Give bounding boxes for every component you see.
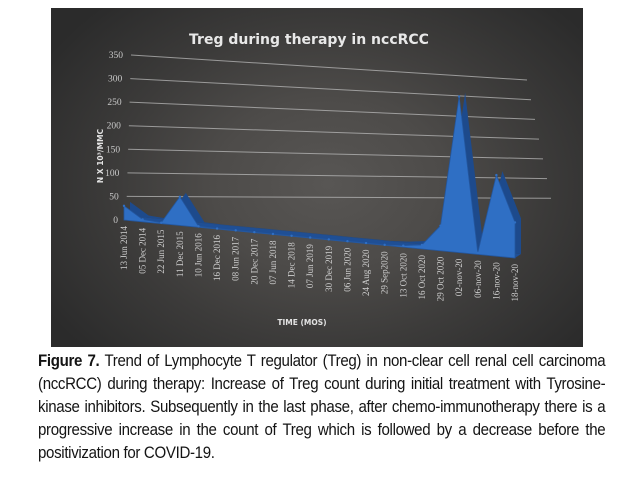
data-point [253,230,256,234]
caption-text: Trend of Lymphocyte T regulator (Treg) i… [38,352,606,462]
data-point [457,95,461,98]
data-point [346,240,349,243]
chart-title: Treg during therapy in nccRCC [189,32,429,48]
gridline-200 [128,125,540,140]
data-point [308,236,312,239]
data-point [495,173,498,177]
x-tick-label: 30 Dec 2019 [324,245,334,291]
x-tick-label: 07 Jun 2018 [268,240,278,285]
y-tick-label: 350 [109,51,124,61]
data-point [141,218,144,221]
x-tick-label: 08 Jun 2017 [231,236,241,281]
data-point [215,227,219,230]
y-tick-label: 100 [105,169,120,179]
x-tick-label: 29 Oct 2020 [436,256,446,301]
data-point [420,243,424,247]
data-point [402,244,405,247]
data-point [513,221,517,224]
data-point [122,204,126,208]
chart-panel: Treg during therapy in nccRCC 0 50 100 150 2… [51,8,583,347]
x-tick-label: 16 Dec 2016 [212,235,222,281]
gridline-300 [130,78,532,101]
x-tick-label: 13 Jun 2014 [119,226,129,271]
x-tick-label: 16-nov-20 [491,262,501,300]
x-tick-label: 22 Jun 2015 [156,229,166,274]
x-tick-label: 06-nov-20 [473,260,483,298]
data-point [476,251,479,255]
y-tick-labels: 0 50 100 150 200 250 300 350 [105,51,123,226]
x-tick-label: 05 Dec 2014 [138,227,148,273]
y-tick-label: 50 [109,192,119,202]
caption-label: Figure 7. [38,352,100,370]
gridline-100 [127,172,548,180]
x-tick-label: 07 Jun 2019 [305,244,315,289]
chart-svg: Treg during therapy in nccRCC 0 50 100 150 2… [96,32,552,327]
data-point [364,241,368,245]
x-tick-label: 13 Oct 2020 [398,253,408,298]
area-series [122,92,521,259]
gridline-50 [126,195,552,199]
gridlines [126,54,552,199]
y-axis-label: N X 10³/MMC [96,128,105,183]
x-tick-label: 02-nov-20 [454,258,464,296]
x-tick-label: 10 Jun 2016 [193,233,203,278]
data-point [383,243,386,247]
x-tick-label: 06 Jun 2020 [342,247,352,292]
data-point [439,224,442,227]
data-point [327,238,331,241]
y-tick-label: 0 [113,216,118,226]
gridline-250 [129,101,536,120]
x-tick-label: 14 Dec 2018 [287,242,297,288]
data-point [290,234,293,237]
gridline-150 [128,148,544,160]
x-tick-label: 18-nov-20 [510,264,520,302]
x-tick-label: 11 Dec 2015 [175,231,185,277]
x-tick-label: 29 Sep2020 [380,251,390,294]
x-tick-label: 20 Dec 2017 [249,238,259,284]
x-tick-label: 24 Aug 2020 [361,249,371,296]
data-point [271,232,275,236]
y-tick-label: 300 [108,75,123,85]
x-tick-label: 16 Oct 2020 [417,254,427,299]
data-point [197,225,200,228]
data-point [234,229,237,232]
y-tick-label: 150 [106,145,121,155]
figure-caption: Figure 7. Trend of Lymphocyte T regulato… [38,350,606,465]
x-tick-labels: 13 Jun 2014 05 Dec 2014 22 Jun 2015 11 Dec … [119,226,520,302]
y-tick-label: 250 [107,98,122,108]
data-point [160,221,163,224]
gridline-350 [130,54,528,81]
y-tick-label: 200 [107,122,122,132]
data-point [178,195,182,199]
x-axis-label: TIME (MOS) [277,318,326,327]
